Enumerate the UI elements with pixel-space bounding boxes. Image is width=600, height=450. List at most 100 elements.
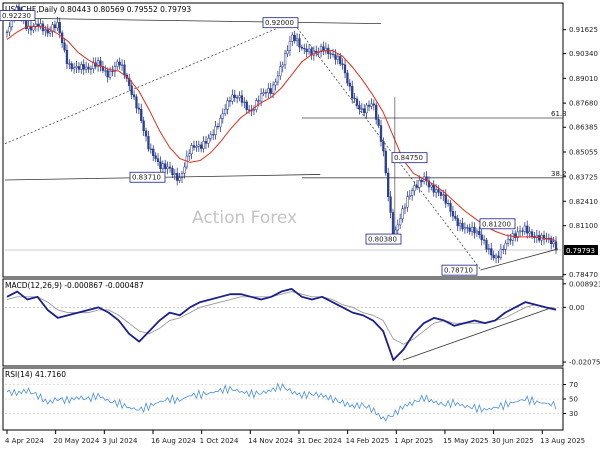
candle-body	[552, 241, 555, 245]
candle-body	[341, 63, 344, 65]
watermark: Action Forex	[192, 208, 297, 228]
x-tick-label: 30 Jun 2025	[492, 437, 534, 445]
candle-body	[514, 233, 517, 238]
candle-body	[5, 31, 9, 33]
candle-body	[456, 218, 459, 227]
fib-level-label: 38.2	[551, 170, 567, 178]
candle-body	[442, 194, 445, 196]
candle-body	[353, 97, 356, 100]
candle-body	[82, 64, 85, 70]
candle-body	[550, 237, 553, 245]
candle-body	[343, 64, 347, 74]
candle-body	[358, 104, 361, 110]
moving-average-line	[6, 25, 557, 242]
candle-body	[502, 248, 505, 251]
price-annotation-label: 0.92230	[2, 12, 31, 20]
candle-body	[96, 60, 100, 67]
candle-body	[283, 53, 287, 66]
candle-body	[370, 103, 373, 107]
candle-body	[518, 230, 522, 233]
candle-body	[430, 184, 433, 188]
candle-body	[264, 92, 268, 94]
candle-body	[365, 104, 368, 114]
candle-body	[427, 180, 431, 188]
candle-body	[224, 109, 227, 114]
candle-body	[192, 145, 196, 148]
macd-tick-label: 0.00	[569, 304, 585, 312]
candle-body	[418, 179, 421, 188]
price-header: USDCHF,Daily 0.80443 0.80569 0.79552 0.7…	[5, 5, 191, 14]
candle-body	[65, 49, 69, 65]
price-pane-frame	[2, 2, 564, 278]
candle-body	[231, 94, 234, 102]
price-annotation-label: 0.83710	[132, 174, 161, 182]
candle-body	[245, 101, 248, 111]
price-tick-label: 0.85055	[569, 149, 598, 157]
candle-body	[156, 158, 160, 162]
candle-body	[200, 144, 203, 149]
candle-body	[411, 190, 414, 196]
candle-body	[173, 173, 176, 175]
macd-line	[6, 288, 557, 361]
price-layer: 0.91625 0.90340 0.89010 0.87680 0.86385 0.850…	[0, 2, 598, 279]
rsi-header: RSI(14) 41.7160	[5, 370, 66, 379]
candle-body	[44, 29, 47, 32]
trendline-dashed-up	[4, 21, 293, 145]
price-tick-label: 0.78470	[569, 271, 598, 279]
price-annotation-label: 0.92000	[265, 19, 294, 27]
candle-body	[271, 84, 275, 94]
candle-body	[274, 81, 277, 86]
candle-body	[8, 26, 11, 33]
candle-body	[140, 108, 143, 122]
candle-body	[154, 155, 157, 159]
candle-body	[149, 148, 152, 150]
macd-tick-label: -0.020759	[569, 359, 600, 367]
candle-body	[329, 53, 332, 55]
candle-body	[276, 75, 280, 83]
candle-body	[444, 194, 447, 204]
candle-body	[183, 166, 186, 174]
candle-body	[53, 24, 57, 29]
candle-body	[451, 211, 455, 217]
candle-body	[49, 31, 52, 34]
last-price-label: 0.79793	[566, 247, 595, 255]
macd-trendline	[403, 306, 553, 361]
candle-body	[190, 145, 193, 155]
candle-body	[504, 243, 507, 250]
price-tick-label: 0.83725	[569, 173, 598, 181]
candle-body	[132, 94, 136, 98]
candle-body	[137, 107, 141, 110]
candle-body	[70, 63, 73, 70]
candle-body	[39, 23, 42, 27]
candle-body	[485, 239, 488, 250]
price-annotation-box	[391, 152, 428, 164]
candle-body	[171, 168, 174, 175]
x-tick-label: 15 May 2025	[443, 437, 489, 445]
candle-body	[449, 202, 452, 212]
candle-body	[118, 61, 121, 66]
candle-body	[269, 88, 272, 94]
candle-body	[267, 88, 270, 94]
candle-body	[336, 56, 339, 60]
candle-body	[375, 104, 378, 120]
candle-body	[382, 141, 385, 152]
candle-body	[58, 22, 61, 34]
candle-body	[87, 66, 90, 70]
candle-body	[219, 118, 222, 128]
candle-body	[406, 196, 409, 208]
candle-body	[207, 137, 210, 144]
trendline-rising-low	[480, 248, 559, 271]
last-price-box	[564, 244, 598, 255]
candle-body	[111, 70, 114, 72]
candle-body	[166, 166, 169, 170]
candle-body	[108, 70, 112, 78]
candle-body	[161, 163, 164, 169]
macd-layer: 0.008923 0.00 -0.020759	[5, 280, 600, 367]
candle-body	[303, 47, 306, 50]
candle-body	[259, 93, 263, 102]
candle-body	[497, 255, 500, 259]
candle-body	[389, 196, 392, 213]
candle-body	[293, 34, 296, 42]
price-tick-label: 0.91625	[569, 26, 598, 34]
